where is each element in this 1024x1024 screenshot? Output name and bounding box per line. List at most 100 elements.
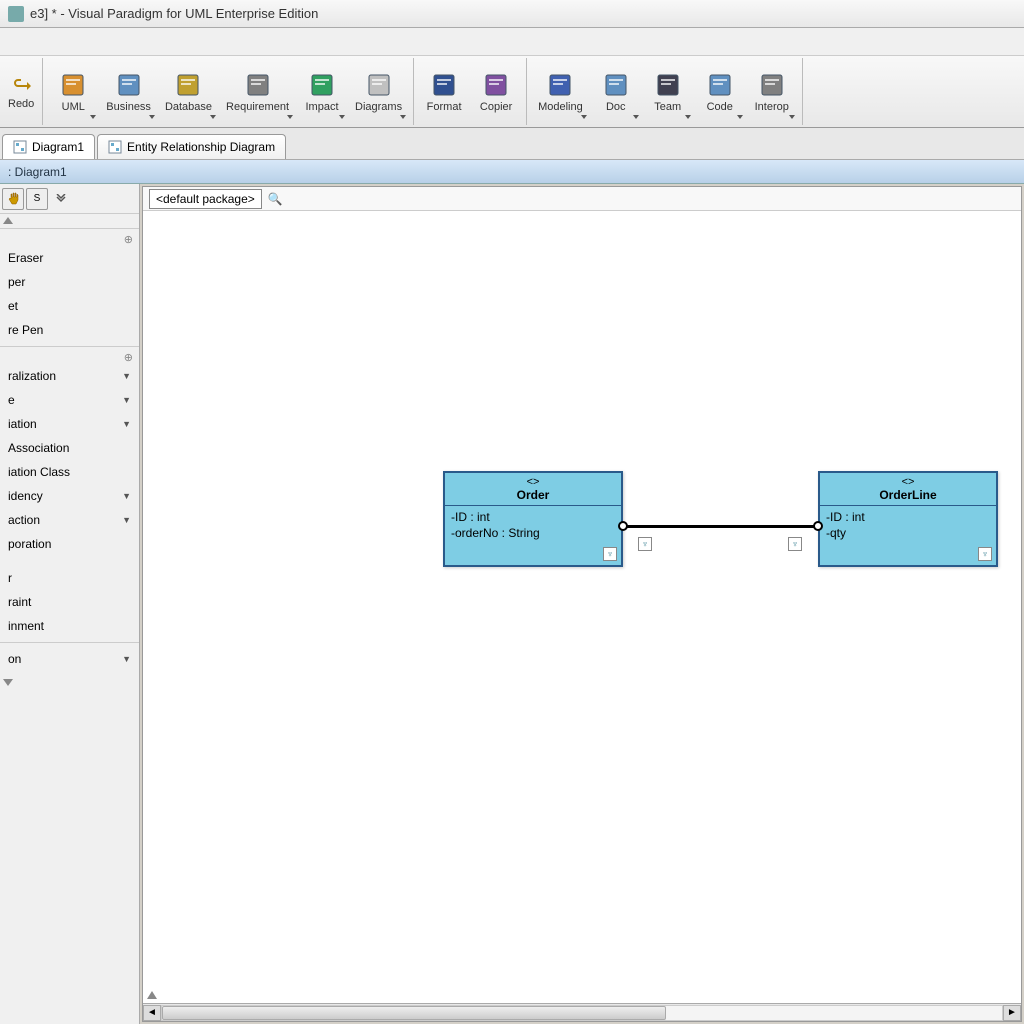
- palette-item[interactable]: [0, 556, 139, 566]
- palette-item[interactable]: idency▼: [0, 484, 139, 508]
- scroll-thumb[interactable]: [162, 1006, 666, 1020]
- redo-icon: [9, 74, 33, 98]
- doc-icon: [602, 71, 630, 99]
- requirement-button[interactable]: Requirement: [219, 62, 296, 122]
- uml-attribute: -orderNo : String: [451, 525, 615, 541]
- palette-item[interactable]: on▼: [0, 647, 139, 671]
- copier-button[interactable]: Copier: [470, 62, 522, 122]
- palette-item[interactable]: et: [0, 294, 139, 318]
- copier-icon: [482, 71, 510, 99]
- tabbar: Diagram1 Entity Relationship Diagram: [0, 128, 1024, 160]
- orm-badge-icon: ♆: [603, 547, 617, 561]
- toolbar: Redo UML Business Database Requirement I…: [0, 56, 1024, 128]
- uml-attribute: -ID : int: [451, 509, 615, 525]
- section-handle[interactable]: ⊕: [0, 351, 139, 364]
- uml-stereotype: <>: [826, 476, 990, 488]
- zoom-icon[interactable]: 🔍: [268, 192, 283, 206]
- palette-item[interactable]: Eraser: [0, 246, 139, 270]
- titlebar: e3] * - Visual Paradigm for UML Enterpri…: [0, 0, 1024, 28]
- association-badge-icon: ♆: [638, 537, 652, 551]
- dropdown-icon: [339, 115, 345, 119]
- section-handle[interactable]: ⊕: [0, 233, 139, 246]
- palette-item[interactable]: poration: [0, 532, 139, 556]
- association-line[interactable]: [623, 525, 818, 528]
- dropdown-icon: [633, 115, 639, 119]
- scroll-track[interactable]: [161, 1005, 1003, 1021]
- modeling-icon: [546, 71, 574, 99]
- scroll-right-button[interactable]: ►: [1003, 1005, 1021, 1021]
- association-badge-icon: ♆: [788, 537, 802, 551]
- tab-diagram1[interactable]: Diagram1: [2, 134, 95, 159]
- interop-icon: [758, 71, 786, 99]
- interop-button[interactable]: Interop: [746, 62, 798, 122]
- palette-item[interactable]: Association: [0, 436, 139, 460]
- palette-item[interactable]: per: [0, 270, 139, 294]
- uml-class-name: OrderLine: [826, 488, 990, 502]
- app-icon: [8, 6, 24, 22]
- business-button[interactable]: Business: [99, 62, 158, 122]
- palette-expand-button[interactable]: [50, 188, 72, 210]
- uml-attribute: -ID : int: [826, 509, 990, 525]
- database-icon: [174, 71, 202, 99]
- dropdown-icon: [90, 115, 96, 119]
- canvas-marker-icon: [147, 991, 157, 999]
- impact-button[interactable]: Impact: [296, 62, 348, 122]
- uml-icon: [59, 71, 87, 99]
- orm-badge-icon: ♆: [978, 547, 992, 561]
- team-icon: [654, 71, 682, 99]
- dropdown-icon: [737, 115, 743, 119]
- diagrams-icon: [365, 71, 393, 99]
- palette-item[interactable]: action▼: [0, 508, 139, 532]
- palette-hand-button[interactable]: [2, 188, 24, 210]
- diagram-canvas[interactable]: <> Order -ID : int-orderNo : String ♆ <>…: [143, 211, 1021, 1003]
- chevron-down-icon: ▼: [122, 491, 131, 501]
- breadcrumb[interactable]: <default package>: [149, 189, 262, 209]
- tool-palette: S ⊕ Eraserperetre Pen ⊕ ralization▼e▼iat…: [0, 184, 140, 1024]
- dropdown-icon: [400, 115, 406, 119]
- diagram-icon: [108, 140, 122, 154]
- horizontal-scrollbar[interactable]: ◄ ►: [143, 1003, 1021, 1021]
- uml-class-order[interactable]: <> Order -ID : int-orderNo : String ♆: [443, 471, 623, 567]
- chevron-down-icon: ▼: [122, 654, 131, 664]
- team-button[interactable]: Team: [642, 62, 694, 122]
- palette-item[interactable]: iation Class: [0, 460, 139, 484]
- breadcrumb-bar: <default package> 🔍: [143, 187, 1021, 211]
- palette-item[interactable]: ralization▼: [0, 364, 139, 388]
- modeling-button[interactable]: Modeling: [531, 62, 590, 122]
- diagrams-button[interactable]: Diagrams: [348, 62, 409, 122]
- dropdown-icon: [685, 115, 691, 119]
- uml-class-name: Order: [451, 488, 615, 502]
- uml-class-orderline[interactable]: <> OrderLine -ID : int-qty ♆: [818, 471, 998, 567]
- chevron-down-icon: ▼: [122, 395, 131, 405]
- code-button[interactable]: Code: [694, 62, 746, 122]
- uml-attribute: -qty: [826, 525, 990, 541]
- dropdown-icon: [210, 115, 216, 119]
- dropdown-icon: [581, 115, 587, 119]
- palette-item[interactable]: iation▼: [0, 412, 139, 436]
- database-button[interactable]: Database: [158, 62, 219, 122]
- diagram-icon: [13, 140, 27, 154]
- dropdown-icon: [149, 115, 155, 119]
- scroll-left-button[interactable]: ◄: [143, 1005, 161, 1021]
- uml-button[interactable]: UML: [47, 62, 99, 122]
- canvas-area: <default package> 🔍 <> Order -ID : int-o…: [142, 186, 1022, 1022]
- palette-item[interactable]: e▼: [0, 388, 139, 412]
- redo-button[interactable]: Redo: [4, 72, 38, 112]
- format-icon: [430, 71, 458, 99]
- palette-s-button[interactable]: S: [26, 188, 48, 210]
- diagram-header: : Diagram1: [0, 160, 1024, 184]
- tab-entity-relationship-diagram[interactable]: Entity Relationship Diagram: [97, 134, 286, 159]
- palette-item[interactable]: raint: [0, 590, 139, 614]
- chevron-down-icon: ▼: [122, 515, 131, 525]
- menubar: [0, 28, 1024, 56]
- format-button[interactable]: Format: [418, 62, 470, 122]
- titlebar-text: e3] * - Visual Paradigm for UML Enterpri…: [30, 6, 318, 21]
- chevron-down-icon: ▼: [122, 371, 131, 381]
- code-icon: [706, 71, 734, 99]
- doc-button[interactable]: Doc: [590, 62, 642, 122]
- palette-item[interactable]: inment: [0, 614, 139, 638]
- collapse-up-icon[interactable]: [3, 217, 13, 225]
- palette-item[interactable]: re Pen: [0, 318, 139, 342]
- palette-item[interactable]: r: [0, 566, 139, 590]
- collapse-down-icon[interactable]: [3, 678, 13, 686]
